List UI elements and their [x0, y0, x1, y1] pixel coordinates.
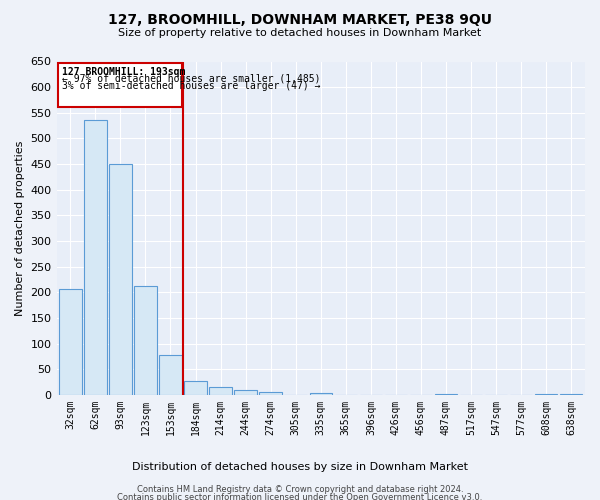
Text: Distribution of detached houses by size in Downham Market: Distribution of detached houses by size …	[132, 462, 468, 472]
Bar	[310, 394, 332, 395]
Text: 127, BROOMHILL, DOWNHAM MARKET, PE38 9QU: 127, BROOMHILL, DOWNHAM MARKET, PE38 9QU	[108, 12, 492, 26]
Bar	[109, 164, 131, 395]
Bar	[535, 394, 557, 395]
Bar	[235, 390, 257, 395]
Bar	[209, 387, 232, 395]
Text: 127 BROOMHILL: 193sqm: 127 BROOMHILL: 193sqm	[62, 66, 185, 76]
Bar	[134, 286, 157, 395]
Text: Contains HM Land Registry data © Crown copyright and database right 2024.: Contains HM Land Registry data © Crown c…	[137, 485, 463, 494]
Bar	[259, 392, 282, 395]
Bar	[59, 288, 82, 395]
Bar	[84, 120, 107, 395]
Bar	[560, 394, 583, 395]
Bar	[159, 355, 182, 395]
Text: Contains public sector information licensed under the Open Government Licence v3: Contains public sector information licen…	[118, 494, 482, 500]
FancyBboxPatch shape	[58, 62, 182, 106]
Bar	[435, 394, 457, 395]
Text: Size of property relative to detached houses in Downham Market: Size of property relative to detached ho…	[118, 28, 482, 38]
Text: ← 97% of detached houses are smaller (1,485): ← 97% of detached houses are smaller (1,…	[62, 74, 320, 84]
Y-axis label: Number of detached properties: Number of detached properties	[15, 140, 25, 316]
Bar	[184, 381, 207, 395]
Text: 3% of semi-detached houses are larger (47) →: 3% of semi-detached houses are larger (4…	[62, 81, 320, 91]
